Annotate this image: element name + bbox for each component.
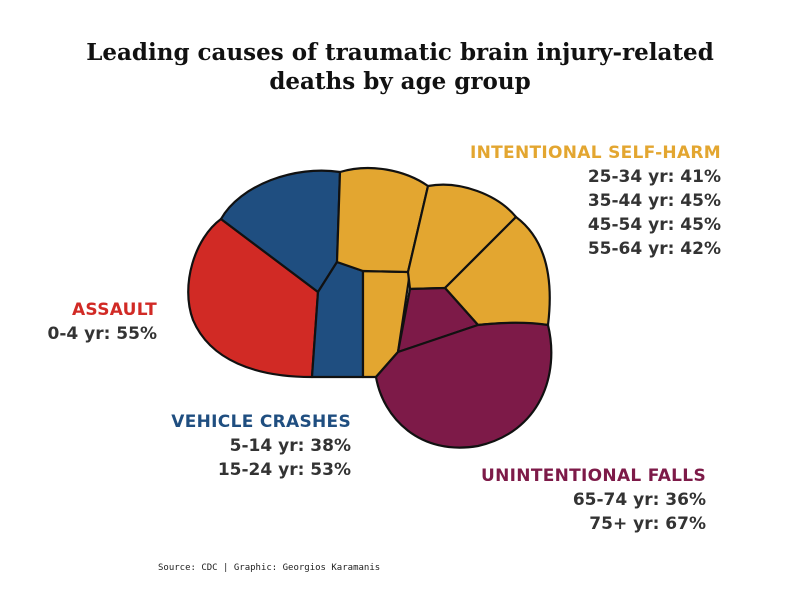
vehicle-crashes-cause: VEHICLE CRASHES [171, 412, 351, 432]
assault-row-0-4: 0-4 yr: 55% [47, 324, 157, 344]
chart-title-line-1: Leading causes of traumatic brain injury… [86, 39, 714, 66]
vehicle-row-15-24: 15-24 yr: 53% [217, 460, 351, 480]
source-caption: Source: CDC | Graphic: Georgios Karamani… [158, 563, 381, 573]
region-assault-0-4 [187, 217, 320, 379]
chart-title-line-2: deaths by age group [269, 68, 531, 95]
region-self-harm-35-44 [335, 166, 430, 274]
chart-title: Leading causes of traumatic brain injury… [0, 38, 800, 96]
region-falls-75plus [374, 321, 553, 449]
self-harm-cause: INTENTIONAL SELF-HARM [470, 143, 722, 163]
self-harm-label: INTENTIONAL SELF-HARM 25-34 yr: 41% 35-4… [470, 141, 721, 261]
unintentional-falls-label: UNINTENTIONAL FALLS 65-74 yr: 36% 75+ yr… [480, 464, 706, 536]
vehicle-row-5-14: 5-14 yr: 38% [229, 436, 351, 456]
self-harm-row-35-44: 35-44 yr: 45% [587, 191, 721, 211]
falls-cause: UNINTENTIONAL FALLS [481, 466, 706, 486]
self-harm-row-25-34: 25-34 yr: 41% [587, 167, 721, 187]
self-harm-row-55-64: 55-64 yr: 42% [587, 239, 721, 259]
vehicle-crashes-label: VEHICLE CRASHES 5-14 yr: 38% 15-24 yr: 5… [150, 410, 351, 482]
falls-row-65-74: 65-74 yr: 36% [572, 490, 706, 510]
falls-row-75plus: 75+ yr: 67% [589, 514, 706, 534]
assault-cause: ASSAULT [71, 300, 157, 320]
self-harm-row-45-54: 45-54 yr: 45% [587, 215, 721, 235]
assault-label: ASSAULT 0-4 yr: 55% [30, 298, 157, 346]
